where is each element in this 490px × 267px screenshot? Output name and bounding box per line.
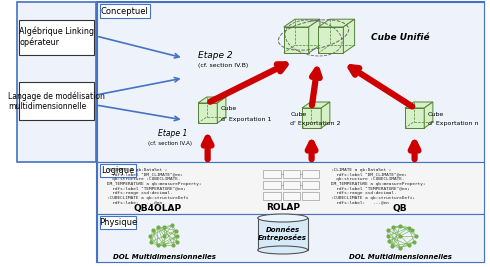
FancyBboxPatch shape	[283, 181, 300, 189]
Polygon shape	[318, 19, 355, 27]
Polygon shape	[405, 102, 433, 108]
Polygon shape	[318, 27, 343, 53]
FancyBboxPatch shape	[258, 218, 308, 250]
FancyBboxPatch shape	[17, 2, 96, 162]
FancyBboxPatch shape	[100, 4, 150, 18]
Ellipse shape	[258, 214, 308, 222]
Text: Cube Unifié: Cube Unifié	[371, 33, 430, 42]
FancyBboxPatch shape	[19, 20, 94, 55]
FancyBboxPatch shape	[302, 181, 319, 189]
FancyBboxPatch shape	[283, 192, 300, 200]
Text: Etape 1: Etape 1	[158, 128, 187, 138]
FancyBboxPatch shape	[283, 170, 300, 178]
Text: Logique: Logique	[101, 166, 135, 175]
Text: :CLIMATE a qb:DataSet ;
  rdfs:label "DM_CLIMATE"@en;
  qb:structure :CUBECLIMAT: :CLIMATE a qb:DataSet ; rdfs:label "DM_C…	[331, 168, 425, 204]
FancyBboxPatch shape	[19, 82, 94, 120]
Polygon shape	[405, 108, 424, 128]
Text: (cf. section IV.A): (cf. section IV.A)	[148, 140, 192, 146]
Polygon shape	[424, 102, 433, 128]
Text: Cube: Cube	[291, 112, 307, 116]
Polygon shape	[198, 97, 226, 103]
Text: DOL Multidimensionnelles: DOL Multidimensionnelles	[349, 254, 452, 260]
FancyBboxPatch shape	[100, 216, 136, 229]
Text: d' Exportation n: d' Exportation n	[428, 121, 479, 127]
FancyBboxPatch shape	[264, 181, 281, 189]
Polygon shape	[309, 19, 320, 53]
FancyBboxPatch shape	[97, 2, 484, 162]
Text: :CLIMATE a qb:DataSet ;
  rdfs:label "DM_CLIMATE"@en;
  qb:structure :CUBECLIMAT: :CLIMATE a qb:DataSet ; rdfs:label "DM_C…	[106, 168, 201, 204]
Polygon shape	[284, 27, 309, 53]
Text: Données
Entreposées: Données Entreposées	[258, 227, 307, 241]
Text: Langage de modélisation
multidimensionnelle: Langage de modélisation multidimensionne…	[8, 91, 105, 111]
Polygon shape	[302, 108, 321, 128]
Polygon shape	[198, 103, 217, 123]
FancyBboxPatch shape	[97, 162, 484, 214]
FancyBboxPatch shape	[302, 170, 319, 178]
Text: Cube: Cube	[428, 112, 444, 116]
Polygon shape	[302, 102, 330, 108]
FancyBboxPatch shape	[264, 170, 281, 178]
FancyBboxPatch shape	[97, 2, 484, 262]
Text: Etape 2: Etape 2	[198, 50, 233, 60]
FancyBboxPatch shape	[302, 192, 319, 200]
Text: d' Exportation 1: d' Exportation 1	[221, 116, 271, 121]
Polygon shape	[343, 19, 355, 53]
Text: Cube: Cube	[221, 107, 237, 112]
Text: DOL Multidimensionnelles: DOL Multidimensionnelles	[113, 254, 216, 260]
Text: ROLAP: ROLAP	[266, 202, 300, 211]
Text: (cf. section IV.B): (cf. section IV.B)	[198, 62, 248, 68]
Polygon shape	[217, 97, 226, 123]
Text: Physique: Physique	[99, 218, 137, 227]
Text: Conceptuel: Conceptuel	[101, 6, 149, 15]
Text: d' Exportation 2: d' Exportation 2	[291, 121, 341, 127]
Polygon shape	[284, 19, 320, 27]
Ellipse shape	[258, 246, 308, 254]
Polygon shape	[321, 102, 330, 128]
FancyBboxPatch shape	[264, 192, 281, 200]
Text: QB: QB	[393, 203, 408, 213]
FancyBboxPatch shape	[97, 214, 484, 262]
Text: QB4OLAP: QB4OLAP	[133, 203, 182, 213]
Text: Algébrique Linking
opérateur: Algébrique Linking opérateur	[19, 27, 94, 47]
FancyBboxPatch shape	[100, 164, 136, 177]
